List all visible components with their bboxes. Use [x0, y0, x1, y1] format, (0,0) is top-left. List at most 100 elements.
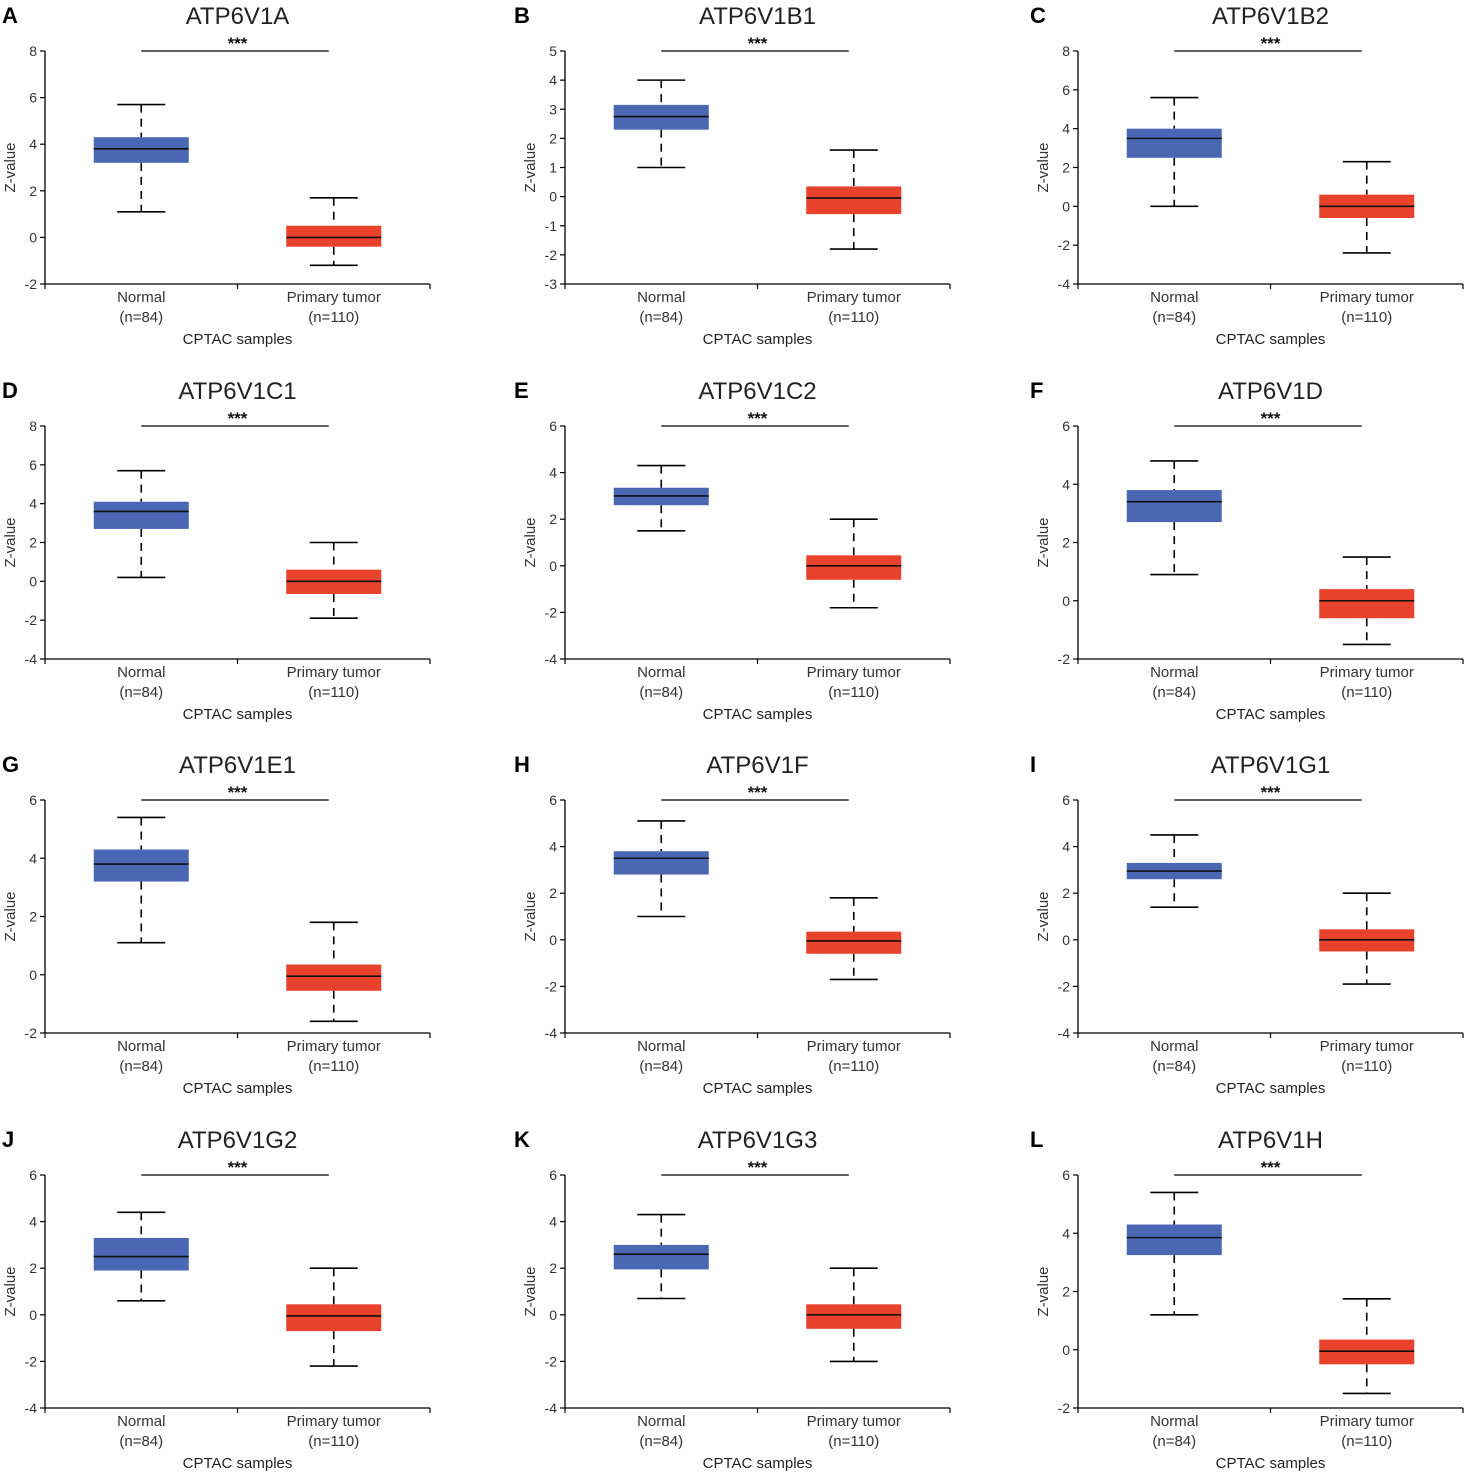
category-label: Normal	[637, 289, 685, 306]
panel-h: H ATP6V1F -4 -2 0 2 4 6 Z-value Normal (n=84) Prima…	[514, 752, 951, 1097]
chart-title: ATP6V1D	[1218, 378, 1323, 405]
category-n-label: (n=110)	[1341, 1433, 1392, 1450]
iqr-box	[286, 964, 382, 991]
chart-title: ATP6V1H	[1218, 1127, 1323, 1154]
iqr-box	[1319, 589, 1415, 619]
x-axis-label: CPTAC samples	[1216, 706, 1326, 723]
y-tick-label: 4	[29, 1214, 37, 1230]
category-label: Normal	[637, 664, 685, 681]
category-label: Normal	[1150, 1413, 1198, 1430]
y-tick-label: -2	[25, 612, 38, 628]
y-tick-label: 6	[29, 457, 37, 473]
panel-e: E ATP6V1C2 -4 -2 0 2 4 6 Z-value Normal (n=84) Prim…	[514, 378, 951, 723]
box-normal	[613, 79, 709, 169]
category-n-label: (n=84)	[119, 1058, 163, 1075]
y-tick-label: 2	[549, 511, 557, 527]
category-n-label: (n=84)	[1152, 1433, 1196, 1450]
panel-letter: K	[514, 1127, 530, 1152]
category-label: Primary tumor	[807, 1413, 901, 1430]
y-tick-label: 2	[29, 535, 37, 551]
y-axis-label: Z-value	[522, 891, 539, 941]
category-label: Primary tumor	[287, 1413, 381, 1430]
x-axis-label: CPTAC samples	[703, 1080, 813, 1097]
panel-letter: D	[2, 378, 18, 403]
y-tick-label: -2	[1058, 237, 1071, 253]
y-tick-label: -2	[25, 1025, 38, 1041]
significance-stars: ***	[1261, 783, 1281, 802]
y-axis-label: Z-value	[1035, 891, 1052, 941]
panel-letter: B	[514, 3, 530, 28]
significance-stars: ***	[228, 783, 248, 802]
panel-letter: H	[514, 752, 530, 777]
iqr-box	[286, 1304, 382, 1332]
y-tick-label: 2	[549, 130, 557, 146]
y-tick-label: 6	[29, 792, 37, 808]
category-n-label: (n=84)	[119, 684, 163, 701]
y-tick-label: -2	[25, 1353, 38, 1369]
iqr-box	[1126, 128, 1222, 158]
y-axis-label: Z-value	[1035, 1266, 1052, 1316]
y-tick-label: 6	[29, 90, 37, 106]
y-tick-label: 2	[1062, 160, 1070, 176]
category-n-label: (n=84)	[639, 1433, 683, 1450]
y-axis-label: Z-value	[2, 517, 19, 567]
iqr-box	[613, 851, 709, 875]
category-label: Primary tumor	[807, 289, 901, 306]
significance-stars: ***	[748, 34, 768, 53]
y-tick-label: -2	[545, 1353, 558, 1369]
y-tick-label: 4	[29, 850, 37, 866]
box-tumor	[286, 1267, 382, 1367]
box-tumor	[806, 1267, 902, 1363]
y-tick-label: 4	[549, 72, 557, 88]
y-tick-label: -2	[545, 247, 558, 263]
y-tick-label: 2	[549, 885, 557, 901]
iqr-box	[1126, 490, 1222, 523]
category-n-label: (n=110)	[308, 1433, 359, 1450]
panel-a: A ATP6V1A -2 0 2 4 6 8 Z-value Normal (n=84) Primar…	[2, 3, 431, 348]
y-tick-label: 0	[549, 1307, 557, 1323]
panel-i: I ATP6V1G1 -4 -2 0 2 4 6 Z-value Normal (n=84) Prim…	[1030, 752, 1464, 1097]
panel-letter: G	[2, 752, 19, 777]
category-n-label: (n=84)	[639, 684, 683, 701]
y-tick-label: 4	[29, 496, 37, 512]
iqr-box	[93, 501, 189, 529]
iqr-box	[806, 186, 902, 215]
x-axis-label: CPTAC samples	[1216, 331, 1326, 348]
category-n-label: (n=110)	[308, 309, 359, 326]
y-tick-label: 0	[29, 229, 37, 245]
y-tick-label: 6	[549, 792, 557, 808]
y-axis-label: Z-value	[522, 142, 539, 192]
y-tick-label: 2	[1062, 535, 1070, 551]
x-axis-label: CPTAC samples	[703, 331, 813, 348]
box-normal	[1126, 96, 1222, 208]
box-normal	[613, 1213, 709, 1300]
x-axis-label: CPTAC samples	[183, 331, 293, 348]
y-tick-label: 0	[1062, 593, 1070, 609]
y-tick-label: 5	[549, 43, 557, 59]
y-tick-label: 8	[29, 418, 37, 434]
y-tick-label: 6	[549, 418, 557, 434]
y-tick-label: 0	[549, 932, 557, 948]
y-tick-label: 3	[549, 101, 557, 117]
category-label: Normal	[637, 1413, 685, 1430]
panel-letter: E	[514, 378, 529, 403]
category-label: Normal	[637, 1038, 685, 1055]
y-tick-label: 6	[1062, 792, 1070, 808]
y-tick-label: -4	[25, 1400, 38, 1416]
y-tick-label: 6	[1062, 1167, 1070, 1183]
y-axis-label: Z-value	[1035, 517, 1052, 567]
panel-letter: I	[1030, 752, 1036, 777]
panel-g: G ATP6V1E1 -2 0 2 4 6 Z-value Normal (n=84) Primar…	[2, 752, 431, 1097]
y-tick-label: 4	[549, 465, 557, 481]
box-tumor	[286, 921, 382, 1023]
y-tick-label: 4	[1062, 476, 1070, 492]
category-label: Normal	[1150, 664, 1198, 681]
category-n-label: (n=110)	[828, 309, 879, 326]
category-n-label: (n=110)	[1341, 309, 1392, 326]
box-normal	[1126, 834, 1222, 908]
chart-title: ATP6V1C2	[698, 378, 816, 405]
box-normal	[1126, 460, 1222, 576]
category-label: Primary tumor	[1320, 664, 1414, 681]
